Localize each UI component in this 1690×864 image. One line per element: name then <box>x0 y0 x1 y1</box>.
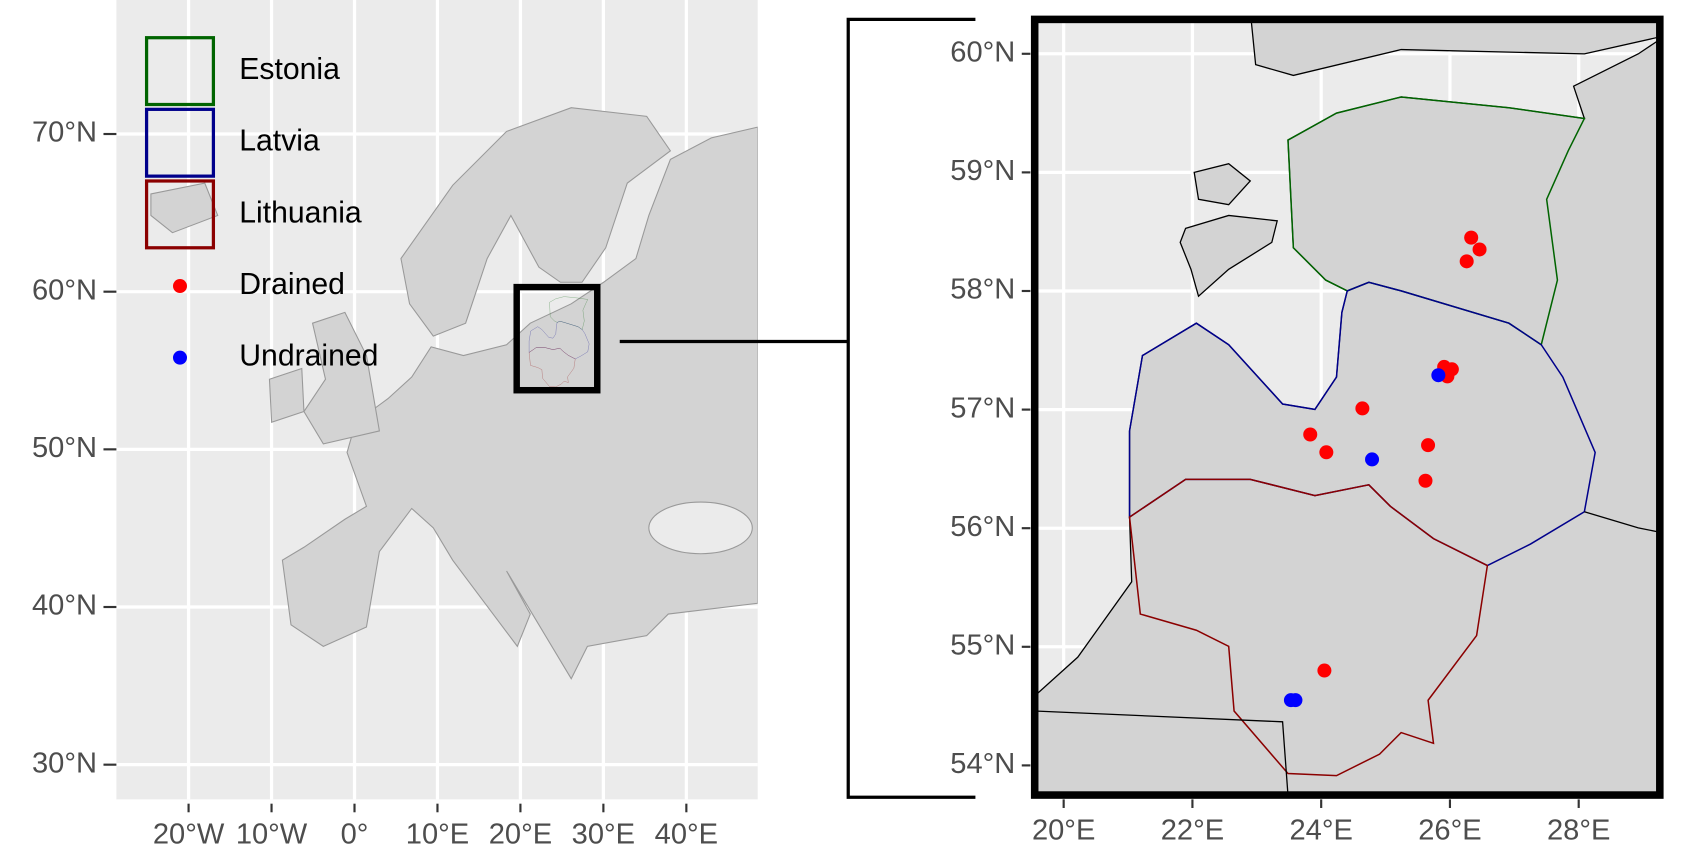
lithuania-outline <box>1128 478 1489 777</box>
y-tick-label: 56°N <box>950 511 1015 543</box>
site-point <box>1317 663 1332 678</box>
y-tick-label: 54°N <box>950 748 1015 780</box>
connector <box>619 17 976 799</box>
lithuania-outline <box>528 347 576 387</box>
legend-key <box>144 36 216 107</box>
legend-key <box>144 107 216 178</box>
continent <box>281 126 758 680</box>
y-tick-label: 59°N <box>950 155 1015 187</box>
great-britain <box>303 311 381 445</box>
site-point <box>1365 452 1380 467</box>
site-point <box>1319 445 1334 460</box>
europe-land <box>150 107 758 680</box>
y-tick-label: 55°N <box>950 629 1015 661</box>
site-point <box>1288 693 1303 708</box>
legend-label: Latvia <box>239 125 320 158</box>
legend-label: Drained <box>239 268 345 301</box>
iceland <box>150 182 219 234</box>
hiiumaa <box>1193 163 1252 206</box>
x-tick-label: 10°E <box>406 819 469 851</box>
y-tick-label: 60°N <box>950 36 1015 68</box>
points <box>1283 230 1487 708</box>
black-sea <box>648 501 753 555</box>
legend: Estonia Latvia Lithuania Drained Undrained <box>144 36 378 373</box>
y-tick-label: 30°N <box>32 747 97 779</box>
scandinavia <box>400 107 672 337</box>
legend-key <box>144 179 216 250</box>
site-point <box>1303 427 1318 442</box>
site-point <box>1355 401 1370 416</box>
mini-borders <box>528 296 590 387</box>
inset-extent <box>513 283 601 394</box>
x-tick-label: 20°W <box>153 819 225 851</box>
x-tick-label: 28°E <box>1547 814 1610 846</box>
site-point <box>1418 473 1433 488</box>
baltic-land <box>1034 19 1660 796</box>
saaremaa <box>1179 214 1279 298</box>
x-tick-label: 20°E <box>1032 814 1095 846</box>
x-tick-label: 22°E <box>1161 814 1224 846</box>
x-tick-label: 26°E <box>1418 814 1481 846</box>
x-tick-label: 24°E <box>1289 814 1352 846</box>
x-tick-label: 40°E <box>655 819 718 851</box>
site-point <box>1421 438 1436 453</box>
x-tick-label: 20°E <box>489 819 552 851</box>
legend-key <box>172 350 187 365</box>
legend-key <box>172 279 187 294</box>
inset-frame <box>1030 15 1664 799</box>
site-point <box>1431 368 1446 383</box>
country-borders <box>1128 96 1596 777</box>
x-tick-label: 0° <box>341 819 369 851</box>
legend-label: Estonia <box>239 53 340 86</box>
y-tick-label: 50°N <box>32 432 97 464</box>
y-tick-label: 60°N <box>32 274 97 306</box>
site-point <box>1464 230 1479 245</box>
y-tick-label: 57°N <box>950 392 1015 424</box>
x-tick-label: 10°W <box>236 819 308 851</box>
y-tick-label: 70°N <box>32 117 97 149</box>
x-tick-label: 30°E <box>572 819 635 851</box>
ireland <box>268 367 305 424</box>
legend-label: Undrained <box>239 340 378 373</box>
legend-label: Lithuania <box>239 196 362 229</box>
y-tick-label: 40°N <box>32 590 97 622</box>
finland <box>1250 19 1660 77</box>
site-point <box>1459 254 1474 269</box>
y-tick-label: 58°N <box>950 274 1015 306</box>
site-point <box>1472 242 1487 257</box>
